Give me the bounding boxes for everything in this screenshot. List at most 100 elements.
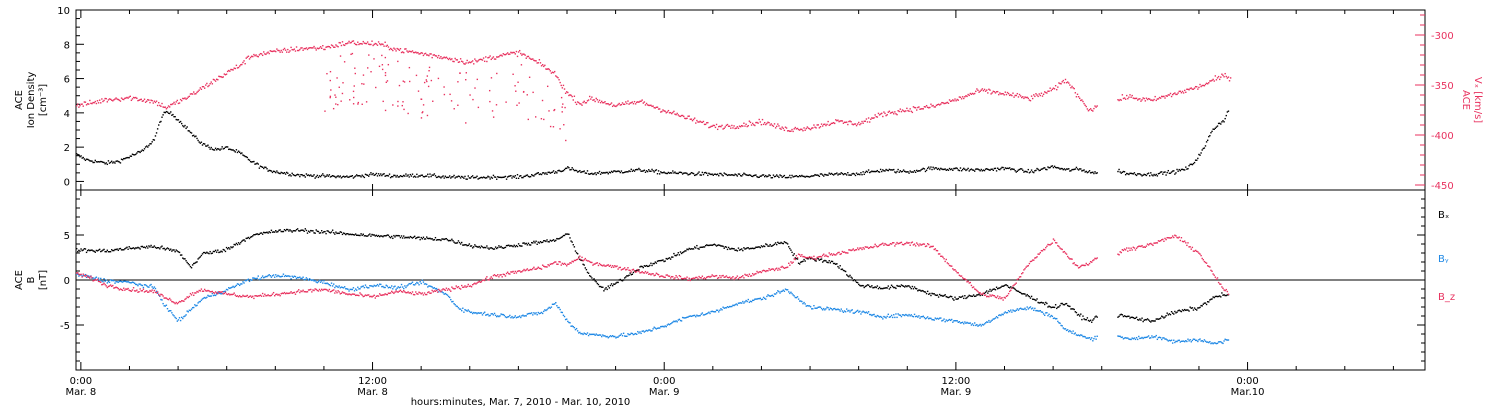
data-point-vx xyxy=(716,124,717,125)
data-point-density xyxy=(1013,169,1014,170)
data-point-bx xyxy=(514,245,515,246)
data-point-by xyxy=(166,305,167,306)
data-point-density xyxy=(739,173,740,174)
data-point-bx xyxy=(228,247,229,248)
data-point-by xyxy=(895,313,896,314)
data-point-by xyxy=(352,289,353,290)
data-point-bz xyxy=(500,274,501,275)
data-point-by xyxy=(1160,337,1161,338)
data-point-vx xyxy=(624,104,625,105)
data-point-bx xyxy=(783,243,784,244)
data-point-density xyxy=(453,175,454,176)
data-point-density xyxy=(318,177,319,178)
data-point-by xyxy=(820,306,821,307)
data-point-vx xyxy=(784,130,785,131)
data-point-vx xyxy=(465,79,466,80)
data-point-by xyxy=(239,285,240,286)
data-point-by xyxy=(418,284,419,285)
data-point-density xyxy=(629,171,630,172)
data-point-by xyxy=(543,311,544,312)
data-point-density xyxy=(571,167,572,168)
data-point-vx xyxy=(780,128,781,129)
data-point-bx xyxy=(1058,306,1059,307)
data-point-density xyxy=(880,169,881,170)
data-point-by xyxy=(651,330,652,331)
data-point-vx xyxy=(563,124,564,125)
data-point-density xyxy=(584,170,585,171)
data-point-vx xyxy=(370,44,371,45)
data-point-bz xyxy=(289,292,290,293)
data-point-vx xyxy=(403,80,404,81)
data-point-bx xyxy=(150,245,151,246)
data-point-vx xyxy=(464,63,465,64)
data-point-vx xyxy=(438,78,439,79)
data-point-bx xyxy=(698,248,699,249)
data-point-by xyxy=(742,301,743,302)
data-point-vx xyxy=(236,65,237,66)
data-point-density xyxy=(518,178,519,179)
data-point-vx xyxy=(948,103,949,104)
data-point-vx xyxy=(707,122,708,123)
data-point-density xyxy=(1202,149,1203,150)
data-point-bz xyxy=(320,290,321,291)
data-point-vx xyxy=(326,73,327,74)
data-point-by xyxy=(891,315,892,316)
series-bz xyxy=(76,235,1229,305)
data-point-vx xyxy=(465,122,466,123)
data-point-by xyxy=(919,317,920,318)
data-point-vx xyxy=(489,55,490,56)
data-point-by xyxy=(251,279,252,280)
data-point-density xyxy=(1175,172,1176,173)
data-point-vx xyxy=(599,100,600,101)
data-point-bx xyxy=(249,238,250,239)
data-point-bx xyxy=(764,246,765,247)
data-point-vx xyxy=(802,130,803,131)
data-point-vx xyxy=(385,57,386,58)
data-point-density xyxy=(884,170,885,171)
data-point-bz xyxy=(110,284,111,285)
data-point-vx xyxy=(505,101,506,102)
data-point-density xyxy=(1030,171,1031,172)
data-point-density xyxy=(741,175,742,176)
data-point-bz xyxy=(608,264,609,265)
data-point-bz xyxy=(80,274,81,275)
data-point-density xyxy=(160,121,161,122)
data-point-density xyxy=(1124,171,1125,172)
data-point-by xyxy=(622,335,623,336)
data-point-bz xyxy=(379,293,380,294)
data-point-density xyxy=(862,171,863,172)
data-point-vx xyxy=(289,50,290,51)
data-point-vx xyxy=(466,60,467,61)
data-point-vx xyxy=(449,94,450,95)
data-point-bz xyxy=(295,293,296,294)
data-point-bx xyxy=(591,277,592,278)
data-point-density xyxy=(896,171,897,172)
data-point-bx xyxy=(498,245,499,246)
data-point-density xyxy=(1164,171,1165,172)
data-point-bx xyxy=(584,264,585,265)
data-point-vx xyxy=(335,103,336,104)
data-point-bz xyxy=(190,293,191,294)
data-point-by xyxy=(468,309,469,310)
data-point-bx xyxy=(766,244,767,245)
data-point-density xyxy=(460,177,461,178)
data-point-density xyxy=(427,174,428,175)
data-point-density xyxy=(325,176,326,177)
data-point-density xyxy=(827,174,828,175)
data-point-vx xyxy=(1041,93,1042,94)
data-point-vx xyxy=(714,125,715,126)
data-point-bx xyxy=(486,245,487,246)
data-point-vx xyxy=(1005,91,1006,92)
data-point-vx xyxy=(382,44,383,45)
data-point-by xyxy=(289,276,290,277)
data-point-vx xyxy=(982,88,983,89)
data-point-by xyxy=(215,295,216,296)
data-point-by xyxy=(695,316,696,317)
data-point-density xyxy=(306,173,307,174)
data-point-vx xyxy=(729,126,730,127)
data-point-bx xyxy=(459,242,460,243)
data-point-bx xyxy=(332,230,333,231)
data-point-bx xyxy=(1141,318,1142,319)
data-point-density xyxy=(396,175,397,176)
data-point-vx xyxy=(77,103,78,104)
